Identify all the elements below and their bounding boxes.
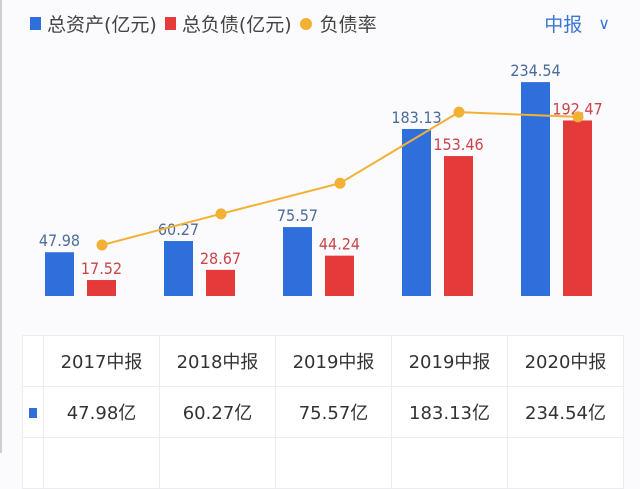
table-header: 2020中报	[507, 335, 624, 387]
table-cell	[43, 437, 160, 489]
table-cell: 47.98亿	[43, 386, 160, 438]
legend-debt-ratio[interactable]: 负债率	[299, 10, 377, 37]
period-label: 中报	[544, 14, 583, 36]
table-cell	[22, 437, 44, 489]
chevron-down-icon: ∨	[598, 14, 610, 33]
bar-liabilities[interactable]	[563, 120, 592, 296]
legend-label: 总负债(亿元)	[181, 14, 292, 36]
data-label: 183.13	[391, 108, 441, 127]
table-corner-cell	[22, 335, 44, 387]
bar-liabilities[interactable]	[87, 280, 116, 296]
legend-label: 总资产(亿元)	[47, 14, 157, 36]
table-row: 47.98亿 60.27亿 75.57亿 183.13亿 234.54亿	[22, 386, 624, 438]
bar-assets[interactable]	[521, 82, 550, 296]
data-label: 47.98	[39, 231, 80, 250]
data-label: 17.52	[81, 259, 122, 278]
debt-ratio-point[interactable]	[215, 208, 227, 220]
data-label: 75.57	[277, 206, 318, 225]
table-cell: 75.57亿	[275, 386, 392, 438]
chart-legend: 总资产(亿元) 总负债(亿元) 负债率	[30, 10, 385, 37]
table-header: 2019中报	[275, 335, 392, 387]
table-header: 2017中报	[43, 335, 160, 387]
legend-label: 负债率	[319, 14, 377, 36]
table-cell: 234.54亿	[507, 386, 624, 438]
period-dropdown[interactable]: 中报 ∨	[544, 10, 610, 37]
table-cell: 183.13亿	[391, 386, 508, 438]
bar-liabilities[interactable]	[325, 255, 354, 296]
data-label: 234.54	[510, 61, 560, 80]
table-cell	[275, 437, 392, 489]
table-header-row: 2017中报 2018中报 2019中报 2019中报 2020中报	[22, 335, 624, 387]
table-header: 2019中报	[391, 335, 508, 387]
row-color-cell	[22, 386, 44, 438]
legend-swatch-liabilities	[164, 17, 176, 30]
row-swatch-assets	[29, 407, 37, 418]
debt-ratio-point[interactable]	[334, 177, 346, 189]
legend-total-assets[interactable]: 总资产(亿元)	[30, 10, 157, 37]
bar-assets[interactable]	[283, 227, 312, 296]
table-cell: 60.27亿	[159, 386, 276, 438]
table-cell	[507, 437, 624, 489]
data-label: 153.46	[433, 135, 483, 154]
data-label: 28.67	[200, 249, 241, 268]
table-cell	[391, 437, 508, 489]
debt-ratio-point[interactable]	[453, 106, 465, 118]
bar-liabilities[interactable]	[444, 156, 473, 296]
bar-assets[interactable]	[164, 241, 193, 296]
legend-swatch-assets	[30, 17, 41, 30]
table-header: 2018中报	[159, 335, 276, 387]
data-table: 2017中报 2018中报 2019中报 2019中报 2020中报 47.98…	[22, 335, 624, 489]
debt-ratio-point[interactable]	[572, 111, 584, 123]
table-cell	[159, 437, 276, 489]
table-row	[22, 437, 624, 489]
bar-assets[interactable]	[402, 128, 431, 296]
legend-swatch-ratio	[299, 17, 312, 30]
data-label: 44.24	[319, 235, 360, 254]
data-label: 60.27	[158, 220, 199, 239]
legend-total-liabilities[interactable]: 总负债(亿元)	[164, 10, 292, 37]
bar-liabilities[interactable]	[206, 269, 235, 296]
bar-line-chart: 47.98 60.27 75.57 183.13 234.54 17.52 28.67 44.…	[39, 61, 603, 296]
bar-assets[interactable]	[45, 252, 74, 296]
debt-ratio-point[interactable]	[96, 239, 108, 251]
data-label: 192.47	[552, 99, 602, 118]
